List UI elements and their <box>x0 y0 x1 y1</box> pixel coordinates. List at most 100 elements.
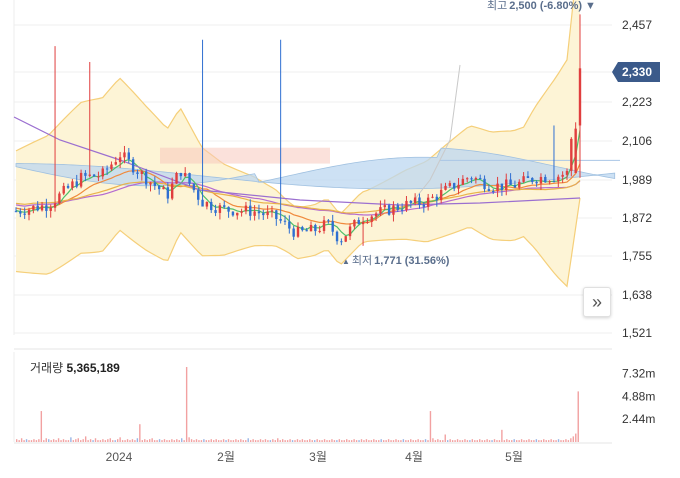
volume-bar <box>20 438 23 442</box>
volume-bar <box>363 440 365 442</box>
volume-bar <box>176 439 178 442</box>
candle-body <box>422 204 426 207</box>
volume-bar <box>240 439 242 442</box>
volume-bar <box>483 440 486 442</box>
volume-bar <box>84 436 87 442</box>
candle-body <box>353 220 356 227</box>
volume-bar <box>321 440 323 442</box>
volume-bar <box>60 440 62 442</box>
candle-body <box>344 236 347 242</box>
volume-bar <box>474 440 476 442</box>
volume-bar <box>550 439 552 442</box>
volume-bar <box>427 440 429 442</box>
price-tick-label: 1,989 <box>622 173 652 187</box>
volume-bar <box>291 440 294 442</box>
candle-body <box>214 210 217 213</box>
candle-body <box>387 205 391 215</box>
volume-bar <box>33 439 35 442</box>
volume-bar <box>414 440 417 442</box>
candle-body <box>392 205 395 215</box>
candle-body <box>253 211 256 216</box>
volume-bar <box>146 440 148 442</box>
volume-bar <box>434 440 437 442</box>
volume-bar <box>419 440 422 442</box>
candle-body <box>266 211 269 216</box>
candle-body <box>27 209 31 215</box>
volume-bar <box>437 439 439 442</box>
volume-bar <box>296 439 299 442</box>
volume-bar <box>338 439 341 442</box>
collapse-panel-button[interactable]: » <box>583 287 611 317</box>
volume-bar <box>116 439 119 442</box>
volume-bar <box>449 439 451 442</box>
volume-bar <box>565 439 567 442</box>
candle-body <box>405 200 408 210</box>
candle-body <box>327 220 330 222</box>
volume-bar <box>488 440 491 442</box>
volume-bar <box>16 439 18 442</box>
candle-body <box>418 197 421 205</box>
candle-body <box>201 199 204 207</box>
candle-body <box>175 172 178 184</box>
current-price-label: 2,330 <box>622 65 652 79</box>
candle-body <box>483 178 486 190</box>
volume-bar <box>134 440 136 442</box>
volume-bar <box>286 440 289 442</box>
volume-title-label: 거래량 <box>30 361 64 375</box>
volume-bar <box>518 440 520 442</box>
volume-bar <box>107 439 109 442</box>
price-tick-label: 2,223 <box>622 95 652 109</box>
candle-body <box>131 159 135 173</box>
time-tick-label: 2월 <box>217 450 235 464</box>
high-marker-prefix: 최고 <box>487 0 507 12</box>
candle-body <box>309 224 313 232</box>
candle-body <box>223 205 226 207</box>
low-marker-prefix: 최저 <box>352 254 372 267</box>
volume-bar <box>269 440 272 442</box>
volume-bar <box>481 440 483 442</box>
volume-bar <box>114 440 116 442</box>
volume-bar <box>567 440 570 442</box>
candle-body <box>457 184 460 189</box>
volume-bar <box>136 438 139 442</box>
candle-body <box>374 213 378 217</box>
volume-bar <box>262 440 264 442</box>
volume-bar <box>555 440 557 442</box>
volume-bar <box>97 440 99 442</box>
candle-body <box>32 205 35 210</box>
volume-bar <box>210 439 212 442</box>
volume-bar <box>543 439 545 442</box>
volume-bar <box>432 438 434 442</box>
volume-bar <box>257 440 259 442</box>
volume-bar <box>264 439 267 442</box>
candle-body <box>23 213 26 215</box>
volume-bar <box>72 440 75 442</box>
volume-bar <box>124 440 126 442</box>
volume-bar <box>87 440 89 442</box>
volume-bar <box>237 440 240 442</box>
volume-bar <box>459 440 461 442</box>
volume-bar <box>230 440 232 442</box>
candle-body <box>210 201 213 211</box>
candle-body <box>71 181 74 188</box>
volume-bar <box>198 440 200 442</box>
volume-bar <box>121 440 124 442</box>
candle-body <box>288 221 291 229</box>
volume-bar <box>272 439 274 442</box>
volume-bar <box>365 439 368 442</box>
volume-bar <box>503 440 506 442</box>
volume-bar <box>183 440 185 442</box>
volume-bar <box>358 440 360 442</box>
volume-bar <box>353 439 355 442</box>
volume-tick-label: 7.32m <box>622 366 655 380</box>
candlestick-series <box>14 14 582 246</box>
volume-bar <box>385 440 387 442</box>
candle-body <box>240 211 243 213</box>
candle-body <box>170 183 174 199</box>
volume-bar <box>235 439 237 442</box>
volume-bar <box>318 440 321 442</box>
volume-bar <box>284 440 286 442</box>
volume-bar <box>259 439 262 442</box>
volume-bar <box>18 440 20 442</box>
candle-body <box>557 176 560 182</box>
